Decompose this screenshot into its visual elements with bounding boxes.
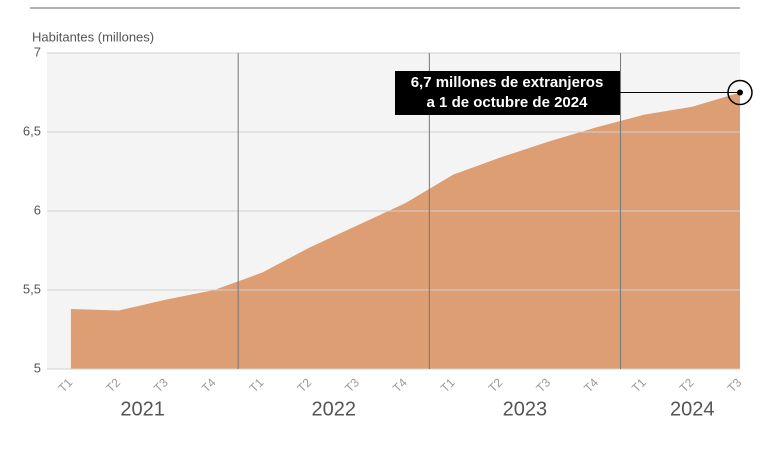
annotation-dot — [737, 89, 743, 96]
year-label: 2024 — [670, 398, 715, 420]
x-tick-label: T1 — [247, 375, 267, 395]
y-tick-label: 5 — [34, 360, 41, 375]
x-tick-label: T3 — [533, 375, 553, 395]
x-tick-label: T1 — [438, 375, 458, 395]
annotation-box — [395, 71, 620, 115]
y-tick-label: 6,5 — [23, 123, 41, 138]
x-tick-label: T4 — [581, 375, 601, 395]
x-tick-label: T3 — [151, 375, 171, 395]
x-tick-label: T3 — [725, 375, 745, 395]
x-tick-label: T2 — [103, 375, 123, 395]
x-tick-label: T2 — [486, 375, 506, 395]
y-tick-label: 7 — [34, 44, 41, 59]
x-tick-label: T2 — [294, 375, 314, 395]
x-tick-label: T3 — [342, 375, 362, 395]
x-tick-label: T1 — [55, 375, 75, 395]
annotation-text: 6,7 millones de extranjeros — [411, 74, 604, 91]
year-label: 2021 — [120, 398, 165, 420]
year-label: 2022 — [312, 398, 357, 420]
y-tick-label: 5,5 — [23, 281, 41, 296]
annotation-ring — [727, 79, 753, 106]
y-tick-label: 6 — [34, 202, 41, 217]
x-tick-label: T4 — [390, 375, 410, 395]
x-tick-label: T4 — [199, 375, 219, 395]
x-tick-label: T2 — [677, 375, 697, 395]
year-label: 2023 — [503, 398, 548, 420]
x-tick-label: T1 — [629, 375, 649, 395]
annotation-text: a 1 de octubre de 2024 — [427, 94, 589, 111]
y-axis-label: Habitantes (millones) — [32, 29, 154, 44]
